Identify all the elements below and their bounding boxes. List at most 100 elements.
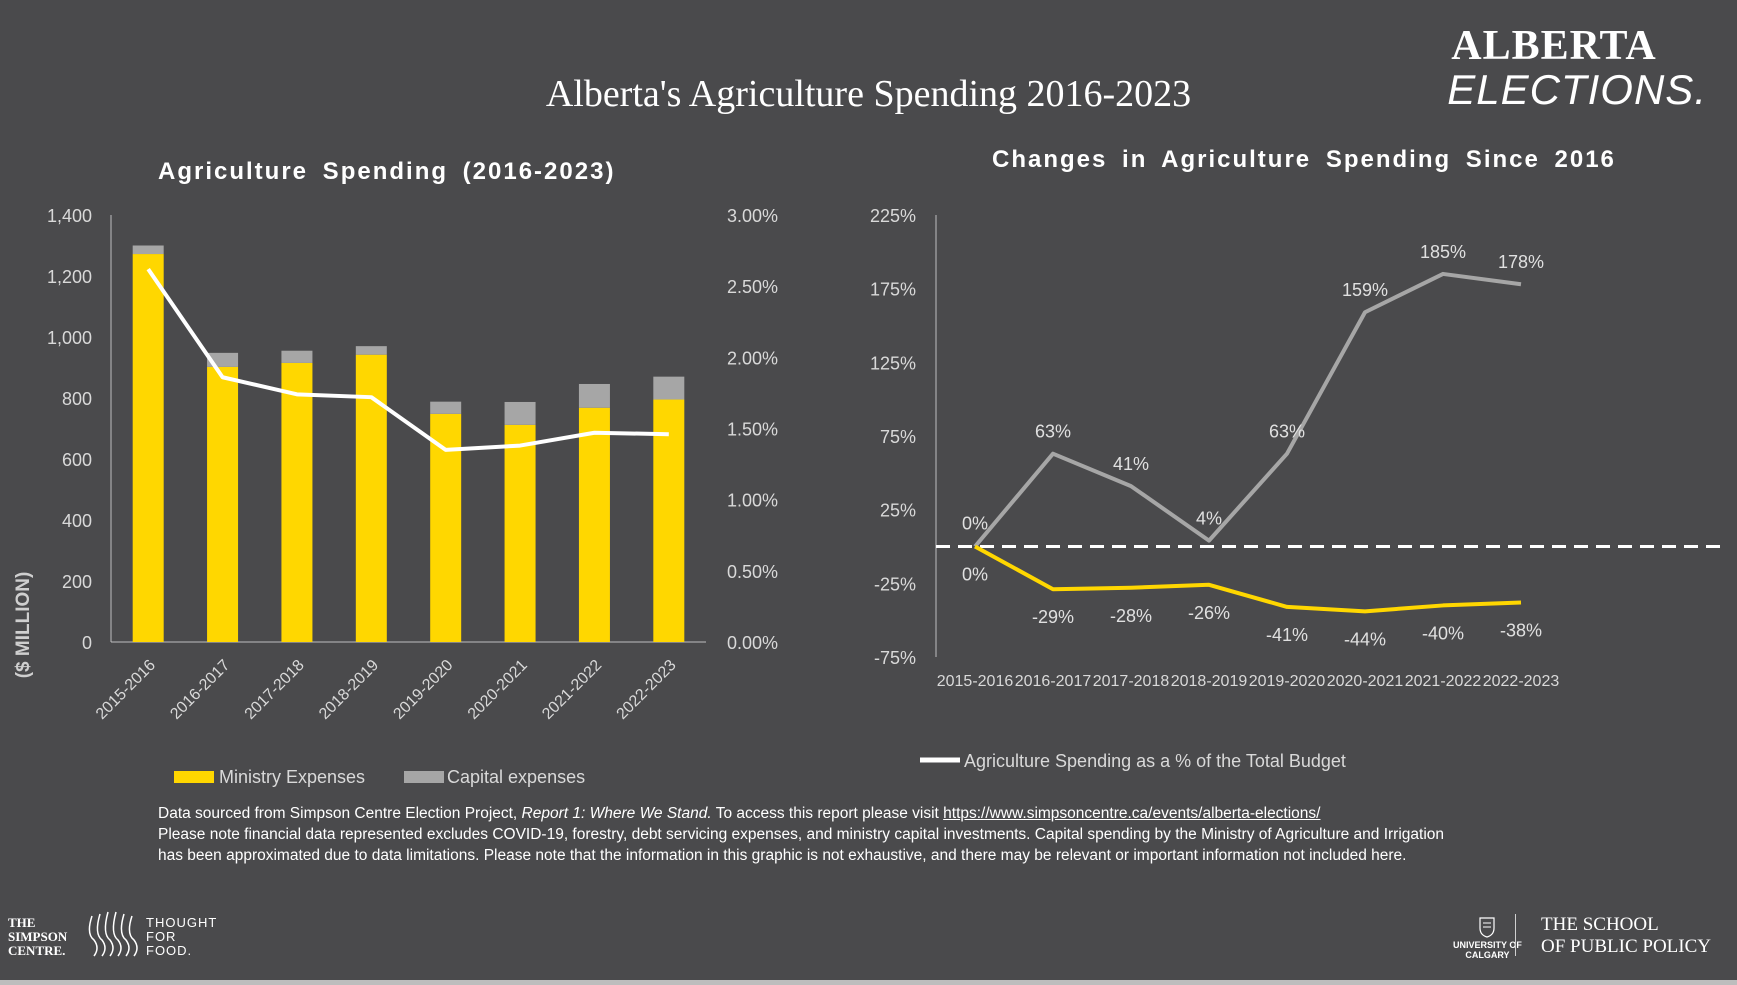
- uofc-logo: UNIVERSITY OF CALGARY: [1453, 916, 1522, 960]
- bar-capital-expenses: [281, 350, 313, 363]
- bar-ministry-expenses: [653, 399, 685, 642]
- left-y-tick-label: 1,200: [47, 267, 92, 287]
- bar-ministry-expenses: [504, 424, 536, 642]
- data-label: -28%: [1110, 606, 1152, 626]
- left-x-tick-label: 2018-2019: [316, 657, 382, 723]
- simpson-line-3: CENTRE.: [8, 943, 66, 958]
- right-chart-title: Changes in Agriculture Spending Since 20…: [992, 146, 1616, 173]
- simpson-line-1: THE: [8, 915, 36, 930]
- right-chart-x-tick-label: 2017-2018: [1093, 673, 1170, 690]
- alberta-elections-logo: ALBERTA ELECTIONS.: [1447, 24, 1707, 112]
- left-x-tick-label: 2015-2016: [93, 657, 159, 723]
- right-chart-y-tick-label: -75%: [874, 648, 916, 668]
- bar-capital-expenses: [430, 401, 462, 414]
- left-y-axis-title: ($ MILLION): [13, 572, 34, 679]
- right-chart-x-tick-label: 2020-2021: [1327, 673, 1404, 690]
- data-label: -44%: [1344, 629, 1386, 649]
- left-x-tick-label: 2020-2021: [465, 657, 531, 723]
- report-link[interactable]: https://www.simpsoncentre.ca/events/albe…: [943, 805, 1321, 822]
- ministry-change-line: [974, 544, 1522, 614]
- right-chart-x-tick-label: 2018-2019: [1171, 673, 1248, 690]
- left-y-tick-label: 200: [62, 572, 92, 592]
- right-chart: 225% 175% 125% 75% 25% -25% -75% 2015-2016 2016-…: [870, 206, 1725, 771]
- left-y-tick-label: 1,400: [47, 206, 92, 226]
- legend-label-ministry: Ministry Expenses: [219, 767, 365, 787]
- main-title: Alberta's Agriculture Spending 2016-2023: [545, 73, 1192, 115]
- right-chart-y-tick-label: 125%: [870, 353, 916, 373]
- data-label: -40%: [1422, 623, 1464, 643]
- right-chart-y-tick-label: -25%: [874, 574, 916, 594]
- data-label: -41%: [1266, 625, 1308, 645]
- left-x-tick-label: 2019-2020: [390, 657, 456, 723]
- notes-report-title: Report 1: Where We Stand.: [521, 805, 712, 822]
- right-y-tick-label: 0.50%: [727, 562, 778, 582]
- bar-capital-expenses: [132, 245, 164, 255]
- right-legend: Agriculture Spending as a % of the Total…: [920, 751, 1346, 771]
- left-x-tick-label: 2017-2018: [242, 657, 308, 723]
- right-y-tick-label: 2.00%: [727, 348, 778, 368]
- left-x-tick-label: 2022-2023: [614, 657, 680, 723]
- data-label: 178%: [1498, 252, 1544, 272]
- left-chart-title: Agriculture Spending (2016-2023): [158, 158, 616, 185]
- thought-line-3: FOOD.: [146, 943, 193, 958]
- right-chart-x-tick-label: 2019-2020: [1249, 673, 1326, 690]
- uofc-line-2: CALGARY: [1465, 950, 1510, 960]
- notes-source-text: Data sourced from Simpson Centre Electio…: [158, 805, 522, 822]
- bar-ministry-expenses: [281, 362, 313, 642]
- school-of-public-policy-logo: UNIVERSITY OF CALGARY THE SCHOOL OF PUBL…: [1453, 914, 1711, 960]
- brand-line-1: ALBERTA: [1451, 23, 1657, 69]
- bar-capital-expenses: [504, 401, 536, 425]
- bar-capital-expenses: [578, 383, 610, 408]
- data-label: -29%: [1032, 607, 1074, 627]
- left-y-tick-label: 400: [62, 511, 92, 531]
- notes-line-3: has been approximated due to data limita…: [158, 847, 1407, 864]
- left-x-tick-label: 2021-2022: [539, 657, 605, 723]
- right-chart-y-tick-label: 75%: [880, 427, 916, 447]
- simpson-line-2: SIMPSON: [8, 929, 68, 944]
- total-change-line: [973, 271, 1522, 548]
- bar-ministry-expenses: [430, 413, 462, 642]
- right-chart-x-tick-label: 2021-2022: [1405, 673, 1482, 690]
- thought-line-1: THOUGHT: [146, 915, 218, 930]
- data-label: 63%: [1269, 422, 1305, 442]
- right-y-tick-label: 3.00%: [727, 206, 778, 226]
- left-y-tick-label: 600: [62, 450, 92, 470]
- left-x-tick-label: 2016-2017: [167, 657, 233, 723]
- legend-swatch-ministry: [174, 771, 214, 783]
- legend-swatch-capital: [404, 771, 444, 783]
- bar-ministry-expenses: [578, 407, 610, 642]
- wave-icon: [88, 911, 138, 957]
- right-y-tick-label: 1.00%: [727, 491, 778, 511]
- bar-ministry-expenses: [207, 366, 239, 642]
- left-chart: 1,400 1,200 1,000 800 600 400 200 0 3.00% 2.50% 2.…: [13, 206, 778, 787]
- data-label: 4%: [1196, 509, 1222, 529]
- notes: Data sourced from Simpson Centre Electio…: [158, 803, 1598, 866]
- data-label: -38%: [1500, 620, 1542, 640]
- bar-capital-expenses: [355, 346, 387, 355]
- data-label: -26%: [1188, 603, 1230, 623]
- legend-label-pct-budget: Agriculture Spending as a % of the Total…: [964, 751, 1346, 771]
- sopp-line-1: THE SCHOOL: [1541, 914, 1659, 935]
- data-label: 159%: [1342, 280, 1388, 300]
- right-chart-x-tick-label: 2022-2023: [1483, 673, 1560, 690]
- data-label: 185%: [1420, 242, 1466, 262]
- bar-capital-expenses: [653, 376, 685, 400]
- bar-ministry-expenses: [132, 254, 164, 642]
- pct-budget-line: [146, 267, 669, 452]
- right-chart-y-tick-label: 25%: [880, 501, 916, 521]
- crest-icon: [1479, 917, 1496, 938]
- thought-line-2: FOR: [146, 929, 177, 944]
- right-chart-x-tick-label: 2016-2017: [1015, 673, 1092, 690]
- footer-divider: [1515, 914, 1517, 956]
- left-y-tick-label: 1,000: [47, 328, 92, 348]
- sopp-line-2: OF PUBLIC POLICY: [1541, 936, 1711, 957]
- notes-access-text: To access this report please visit: [711, 805, 944, 822]
- data-label: 41%: [1113, 454, 1149, 474]
- bottom-bar: [0, 980, 1737, 985]
- brand-line-2: ELECTIONS.: [1447, 66, 1707, 113]
- right-y-tick-label: 1.50%: [727, 420, 778, 440]
- legend-label-capital: Capital expenses: [447, 767, 585, 787]
- left-y-tick-label: 800: [62, 389, 92, 409]
- right-chart-x-tick-label: 2015-2016: [937, 673, 1014, 690]
- data-label: 63%: [1035, 422, 1071, 442]
